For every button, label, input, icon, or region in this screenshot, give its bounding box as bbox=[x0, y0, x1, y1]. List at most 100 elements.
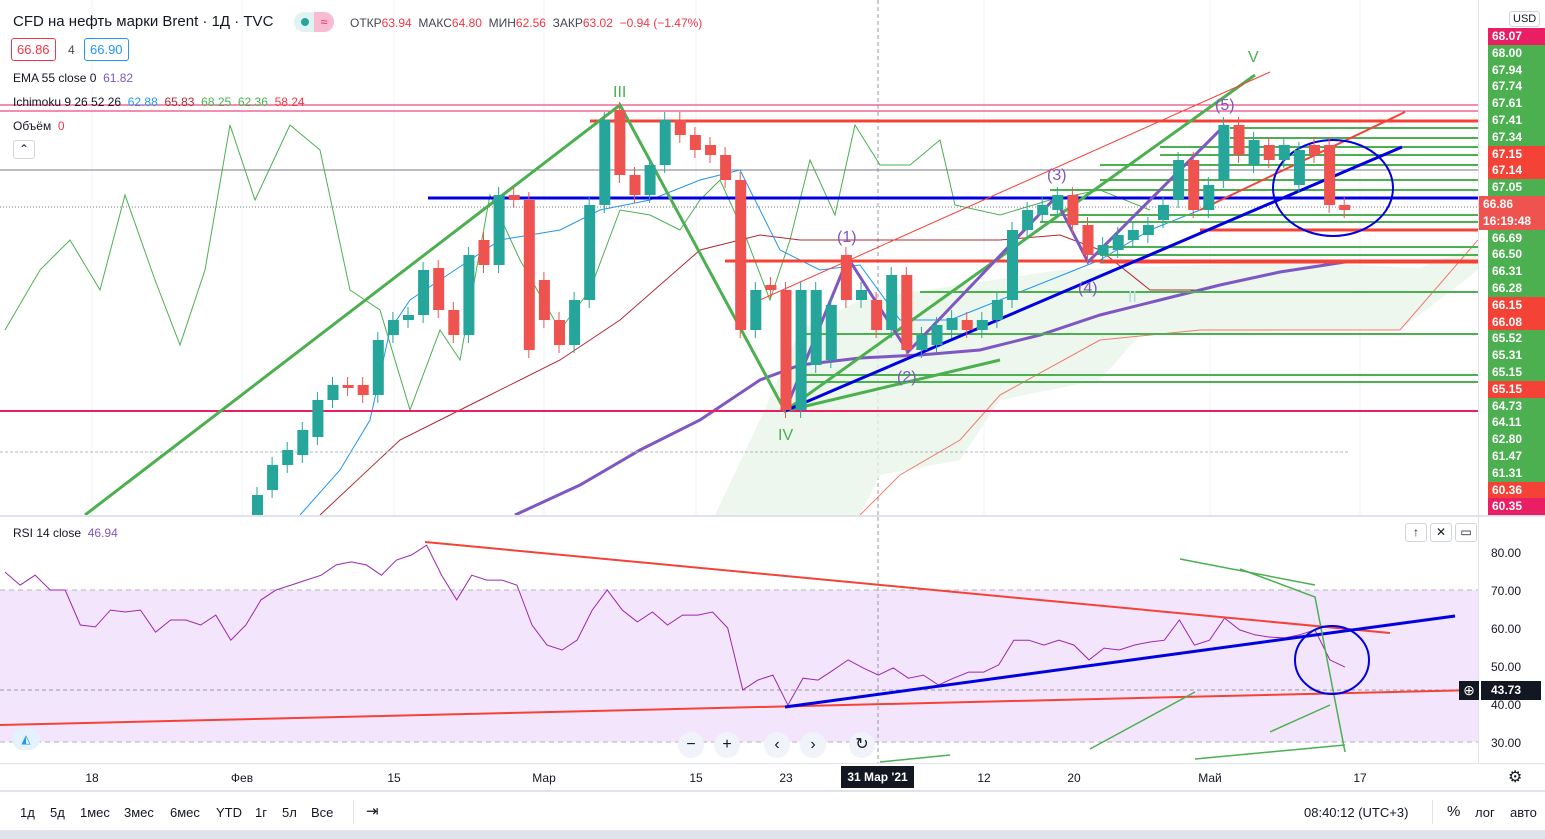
candle-up bbox=[372, 340, 384, 395]
time-tick: Мар bbox=[532, 771, 556, 785]
ichimoku-conversion-line bbox=[299, 169, 1201, 515]
candle-up bbox=[312, 400, 324, 437]
ema-legend[interactable]: EMA 55 close 0 61.82 bbox=[13, 71, 134, 85]
range-1m[interactable]: 1мес bbox=[80, 805, 110, 820]
candle-down bbox=[705, 145, 716, 155]
candle-down bbox=[735, 180, 747, 330]
arrow-up-icon: ↑ bbox=[1413, 525, 1419, 539]
price-chart-canvas[interactable]: III IV V (1) (2) (3) (4) (5) II bbox=[0, 0, 1478, 515]
candle-down bbox=[1263, 145, 1275, 160]
candle-up bbox=[886, 275, 898, 330]
range-1d[interactable]: 1д bbox=[20, 805, 35, 820]
rsi-axis[interactable]: 80.00 70.00 60.00 50.00 40.00 30.00 43.7… bbox=[1478, 517, 1545, 763]
candle-down bbox=[614, 110, 626, 175]
price-axis-label: 62.80 bbox=[1488, 431, 1545, 449]
reset-chart-button[interactable]: ↻ bbox=[849, 732, 875, 758]
collapse-legend-button[interactable]: ⌃ bbox=[13, 140, 35, 159]
price-chart-pane[interactable]: III IV V (1) (2) (3) (4) (5) II bbox=[0, 0, 1478, 515]
rsi-tick: 70.00 bbox=[1491, 584, 1522, 598]
close-pane-button[interactable]: ✕ bbox=[1430, 523, 1452, 542]
range-1y[interactable]: 1г bbox=[255, 805, 267, 820]
currency-label[interactable]: USD bbox=[1509, 11, 1541, 27]
candle-down bbox=[689, 135, 701, 150]
candle-up bbox=[1007, 230, 1018, 300]
close-icon: ✕ bbox=[1435, 525, 1447, 539]
move-pane-up-button[interactable]: ↑ bbox=[1405, 523, 1427, 542]
candle-down bbox=[1067, 195, 1079, 225]
settings-gear-icon[interactable]: ⚙ bbox=[1508, 769, 1523, 786]
divider bbox=[1432, 800, 1433, 824]
candle-down bbox=[508, 195, 520, 200]
rsi-pane[interactable] bbox=[0, 517, 1478, 763]
price-axis-label: 68.00 bbox=[1488, 44, 1545, 62]
auto-toggle[interactable]: авто bbox=[1510, 805, 1537, 820]
price-axis-label: 65.52 bbox=[1488, 330, 1545, 348]
chart-title: CFD на нефть марки Brent · 1Д · TVC bbox=[13, 13, 274, 30]
candle-up bbox=[976, 320, 988, 330]
candle-up bbox=[599, 120, 611, 205]
zoom-out-button[interactable]: − bbox=[678, 732, 704, 758]
wave-label-1: (1) bbox=[837, 229, 857, 246]
candle-down bbox=[674, 120, 686, 135]
market-open-dot-icon bbox=[301, 18, 309, 26]
wave-label-4: (4) bbox=[1078, 280, 1098, 297]
log-toggle[interactable]: лог bbox=[1475, 805, 1495, 820]
wave-label-ii: II bbox=[1128, 289, 1137, 306]
pane-separator[interactable] bbox=[0, 515, 1545, 517]
plus-icon: + bbox=[722, 736, 732, 753]
price-axis[interactable]: 68.07 68.00 67.94 67.74 67.61 67.41 67.34 67.15… bbox=[1478, 0, 1545, 516]
zoom-in-button[interactable]: + bbox=[714, 732, 740, 758]
candle-up bbox=[991, 300, 1003, 320]
candle-up bbox=[1142, 225, 1154, 235]
price-axis-label: 65.15 bbox=[1488, 380, 1545, 398]
add-alert-plus-icon[interactable]: ⊕ bbox=[1459, 681, 1479, 700]
candle-up bbox=[1203, 185, 1215, 210]
range-5y[interactable]: 5л bbox=[282, 805, 297, 820]
market-status-badge[interactable]: ≈ bbox=[294, 12, 334, 32]
percent-toggle[interactable]: % bbox=[1447, 803, 1461, 820]
rsi-chart-canvas[interactable] bbox=[0, 517, 1478, 763]
candle-down bbox=[1309, 145, 1320, 155]
candle-up bbox=[463, 255, 475, 335]
ema-55-line bbox=[514, 260, 1346, 515]
candle-up bbox=[252, 495, 263, 515]
price-axis-label: 66.69 bbox=[1488, 229, 1545, 247]
candle-down bbox=[342, 385, 354, 388]
candle-down bbox=[1233, 125, 1245, 155]
ichimoku-span-b bbox=[859, 239, 1478, 515]
time-axis[interactable]: 18 Фев 15 Мар 15 23 12 20 Май 17 31 Мар … bbox=[0, 763, 1545, 790]
buy-button[interactable]: 66.90 bbox=[84, 38, 129, 61]
price-axis-label: 67.05 bbox=[1488, 179, 1545, 197]
candle-down bbox=[1082, 225, 1094, 255]
clock[interactable]: 08:40:12 (UTC+3) bbox=[1304, 805, 1409, 820]
range-6m[interactable]: 6мес bbox=[170, 805, 200, 820]
candle-up bbox=[387, 320, 399, 335]
range-5d[interactable]: 5д bbox=[50, 805, 65, 820]
price-axis-label: 60.36 bbox=[1488, 481, 1545, 499]
candle-up bbox=[1037, 205, 1049, 215]
time-tick: 15 bbox=[387, 771, 401, 785]
candle-down bbox=[554, 320, 565, 345]
price-axis-label: 65.31 bbox=[1488, 347, 1545, 365]
range-ytd[interactable]: YTD bbox=[216, 805, 242, 820]
price-axis-label: 67.41 bbox=[1488, 112, 1545, 129]
sell-button[interactable]: 66.86 bbox=[11, 38, 56, 61]
spread-value: 4 bbox=[68, 43, 75, 57]
chart-type-icon[interactable]: ◭ bbox=[12, 728, 40, 750]
go-to-date-icon[interactable]: ⇥ bbox=[366, 803, 379, 820]
rsi-legend[interactable]: RSI 14 close 46.94 bbox=[13, 526, 118, 540]
scroll-right-button[interactable]: › bbox=[800, 732, 826, 758]
candle-up bbox=[1218, 125, 1230, 180]
volume-legend[interactable]: Объём 0 bbox=[13, 119, 65, 133]
range-all[interactable]: Все bbox=[311, 805, 334, 820]
range-3m[interactable]: 3мес bbox=[124, 805, 154, 820]
scroll-left-button[interactable]: ‹ bbox=[764, 732, 790, 758]
chevron-up-icon: ⌃ bbox=[18, 142, 30, 156]
blue-circle-annotation bbox=[1272, 139, 1394, 237]
ichimoku-legend[interactable]: Ichimoku 9 26 52 26 62.88 65.83 68.25 62… bbox=[13, 95, 305, 109]
time-tick: 15 bbox=[689, 771, 703, 785]
maximize-pane-button[interactable]: ▭ bbox=[1455, 523, 1477, 542]
wave-label-5: (5) bbox=[1215, 97, 1235, 114]
wave-label-iv: IV bbox=[778, 427, 793, 444]
rsi-tick: 80.00 bbox=[1491, 546, 1522, 560]
